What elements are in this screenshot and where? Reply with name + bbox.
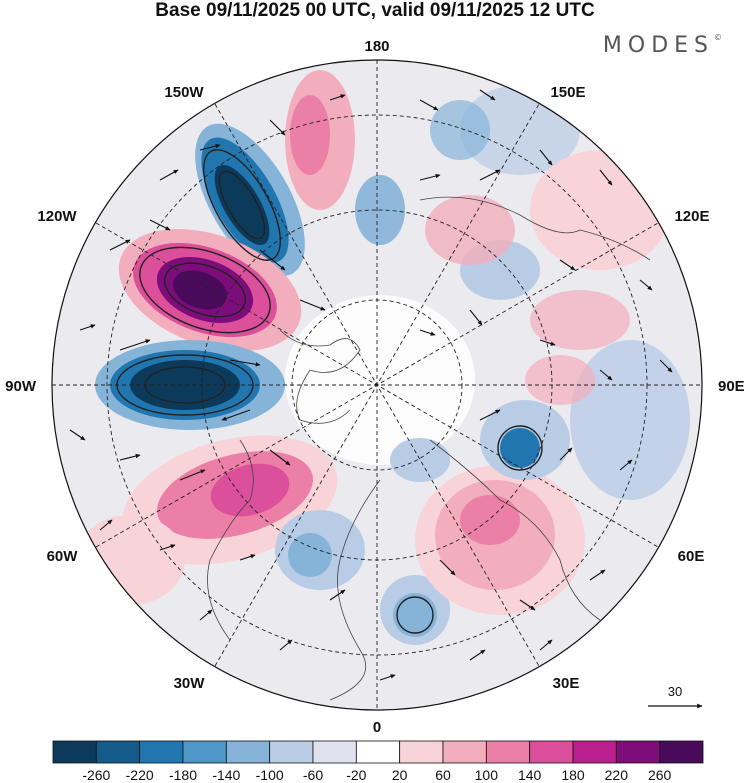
colorbar-swatch	[615, 740, 661, 764]
colorbar-tick-label: 60	[435, 767, 451, 783]
colorbar-swatch	[572, 740, 617, 764]
lon-label-30w: 30W	[174, 675, 206, 692]
colorbar-swatch	[52, 740, 97, 764]
colorbar-swatch	[355, 740, 401, 764]
lon-label-150w: 150W	[164, 84, 204, 101]
colorbar-swatch	[659, 740, 704, 764]
colorbar-tick-label: -60	[303, 767, 323, 783]
lon-label-150e: 150E	[550, 84, 585, 101]
colorbar-tick-label: -260	[82, 767, 110, 783]
lon-label-0: 0	[373, 719, 381, 736]
colorbar-tick-label: 100	[475, 767, 499, 783]
lon-label-120e: 120E	[674, 208, 709, 225]
wind-vectors	[69, 89, 673, 681]
lon-label-90e: 90E	[718, 378, 745, 395]
colorbar-swatch	[485, 740, 531, 764]
graticule	[52, 60, 702, 710]
colorbar-swatch	[529, 740, 574, 764]
colorbar-swatch	[95, 740, 141, 764]
colorbar-swatch	[442, 740, 487, 764]
coastlines	[207, 196, 651, 701]
colorbar-tick-label: 260	[648, 767, 672, 783]
colorbar-tick-label: -140	[212, 767, 240, 783]
colorbar-tick-label: 220	[605, 767, 629, 783]
lon-label-180: 180	[364, 38, 389, 55]
lon-label-60e: 60E	[678, 548, 705, 565]
colorbar-swatch	[312, 740, 357, 764]
lon-label-120w: 120W	[37, 208, 77, 225]
colorbar: -260 -220 -180 -140 -100 -60 -20 20 60 100 140 180 2…	[52, 740, 704, 783]
colorbar-tick-label: 20	[392, 767, 408, 783]
colorbar-tick-label: -20	[346, 767, 366, 783]
colorbar-tick-label: -100	[256, 767, 284, 783]
lon-label-90w: 90W	[5, 378, 37, 395]
vector-scale-label: 30	[668, 684, 682, 699]
colorbar-swatch	[182, 740, 227, 764]
colorbar-tick-label: -220	[126, 767, 154, 783]
colorbar-swatch	[399, 740, 444, 764]
colorbar-swatch	[269, 740, 314, 764]
modes-logo: MODES©	[602, 33, 722, 58]
colorbar-swatch	[225, 740, 271, 764]
colorbar-tick-label: -180	[169, 767, 197, 783]
map-title: Base 09/11/2025 00 UTC, valid 09/11/2025…	[155, 0, 595, 21]
colorbar-tick-label: 140	[518, 767, 542, 783]
map-boundary	[51, 59, 703, 711]
colorbar-swatch	[139, 740, 184, 764]
lon-label-30e: 30E	[553, 675, 580, 692]
lon-label-60w: 60W	[47, 548, 79, 565]
colorbar-tick-label: 180	[561, 767, 585, 783]
